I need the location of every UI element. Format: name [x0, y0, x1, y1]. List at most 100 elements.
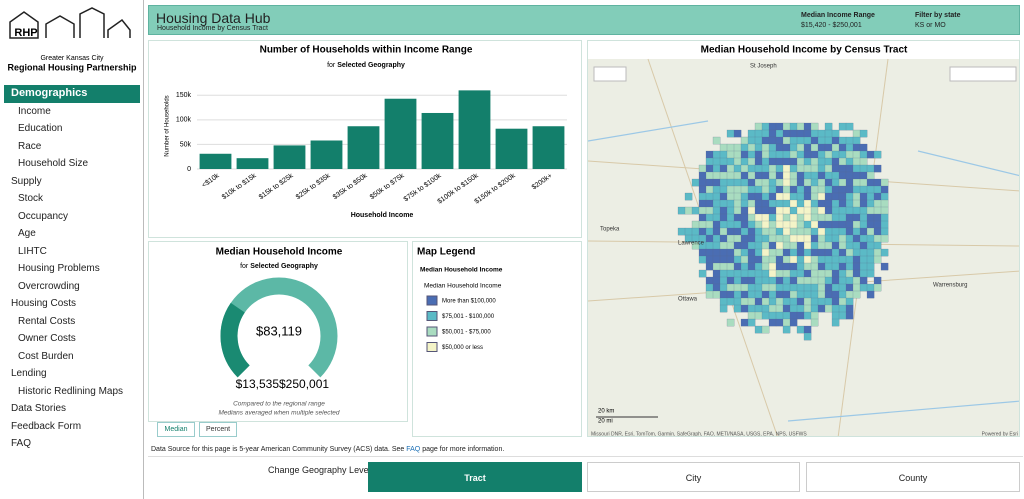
tract	[719, 157, 728, 166]
nav-section[interactable]: Housing Costs	[11, 298, 77, 309]
tract	[789, 122, 798, 131]
tract	[810, 248, 819, 257]
tract	[817, 255, 826, 264]
tract	[775, 304, 784, 313]
tract	[866, 164, 875, 173]
tract	[824, 143, 833, 152]
tract	[831, 178, 840, 187]
nav-section[interactable]: Demographics	[4, 85, 140, 103]
tract	[733, 255, 742, 264]
tract	[733, 227, 742, 236]
tract	[845, 199, 854, 208]
tract	[719, 276, 728, 285]
tab[interactable]: Percent	[199, 422, 237, 437]
nav-item[interactable]: Education	[18, 123, 63, 134]
legend-label: $50,001 - $75,000	[442, 330, 491, 336]
tract	[866, 206, 875, 215]
tract	[852, 185, 861, 194]
nav-item[interactable]: Age	[18, 228, 36, 239]
tract	[768, 129, 777, 138]
map-tool[interactable]	[593, 66, 627, 82]
nav-item[interactable]: Overcrowding	[18, 280, 80, 292]
tract	[698, 192, 707, 201]
nav-section[interactable]: Feedback Form	[11, 420, 82, 432]
nav-section[interactable]: Supply	[11, 175, 42, 187]
tract	[768, 311, 777, 320]
tract	[873, 248, 882, 257]
tract	[803, 311, 812, 320]
tract	[789, 297, 798, 306]
tract	[740, 269, 749, 278]
tract	[880, 178, 889, 187]
geo-button[interactable]: Tract	[368, 462, 582, 492]
nav-item[interactable]: Household Size	[18, 158, 89, 169]
geo-button[interactable]: City	[587, 462, 800, 492]
tract	[782, 318, 791, 327]
tract	[845, 276, 854, 285]
tract	[831, 206, 840, 215]
nav-item[interactable]: LIHTC	[18, 245, 47, 257]
range-label: Median Income Range	[801, 12, 875, 19]
x-axis-label: Household Income	[351, 212, 414, 219]
nav-item[interactable]: Cost Burden	[18, 350, 74, 362]
tract	[740, 220, 749, 229]
tract	[817, 234, 826, 243]
nav-item[interactable]: Rental Costs	[18, 315, 76, 327]
tract	[733, 129, 742, 138]
nav-section[interactable]: Data Stories	[11, 403, 67, 414]
source-text: page for more information.	[420, 446, 505, 453]
nav-section[interactable]: Lending	[11, 368, 47, 379]
tract	[782, 178, 791, 187]
tract	[824, 276, 833, 285]
tract	[873, 164, 882, 173]
nav-section[interactable]: FAQ	[11, 438, 32, 449]
tract	[810, 157, 819, 166]
tract	[733, 213, 742, 222]
x-tick-label: $25k to $35k	[295, 172, 332, 201]
tract	[810, 269, 819, 278]
tract	[803, 171, 812, 180]
source-link[interactable]: FAQ	[406, 446, 421, 453]
nav-item[interactable]: Occupancy	[18, 210, 69, 222]
tract	[852, 241, 861, 250]
tract	[761, 297, 770, 306]
tract	[817, 143, 826, 152]
tract	[775, 206, 784, 215]
geo-button[interactable]: County	[806, 462, 1020, 492]
tract	[838, 269, 847, 278]
tract	[775, 234, 784, 243]
tract	[803, 185, 812, 194]
tract	[852, 276, 861, 285]
tract	[775, 262, 784, 271]
nav-item[interactable]: Historic Redlining Maps	[18, 385, 124, 397]
tract	[733, 248, 742, 257]
tract	[789, 213, 798, 222]
map-tools[interactable]	[949, 66, 1017, 82]
tract	[726, 199, 735, 208]
tract	[845, 185, 854, 194]
nav-item[interactable]: Stock	[18, 193, 44, 204]
tract	[733, 185, 742, 194]
tract	[719, 283, 728, 292]
nav-item[interactable]: Housing Problems	[18, 263, 100, 274]
tab[interactable]: Median	[157, 422, 195, 437]
tract	[838, 199, 847, 208]
tract	[754, 192, 763, 201]
nav-item[interactable]: Income	[18, 105, 51, 117]
tract	[761, 199, 770, 208]
nav-item[interactable]: Owner Costs	[18, 333, 76, 344]
tract	[817, 129, 826, 138]
tract	[789, 185, 798, 194]
tract	[789, 255, 798, 264]
tract	[845, 241, 854, 250]
tract	[775, 318, 784, 327]
tract	[880, 262, 889, 271]
tract	[810, 136, 819, 145]
tract	[796, 206, 805, 215]
tract	[831, 157, 840, 166]
tract	[747, 164, 756, 173]
tract	[761, 192, 770, 201]
nav-item[interactable]: Race	[18, 140, 42, 152]
tract	[824, 129, 833, 138]
tract	[740, 248, 749, 257]
